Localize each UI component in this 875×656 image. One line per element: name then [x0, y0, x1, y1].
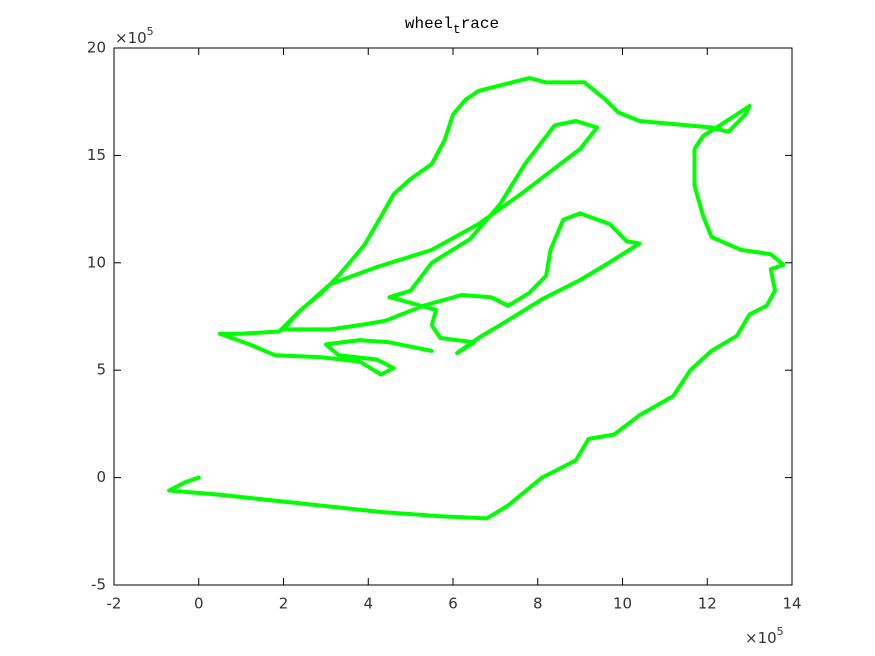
multiplier-exponent: 5 [147, 25, 154, 38]
x-tick-label: 6 [448, 595, 458, 613]
title-part: wheel [405, 15, 453, 33]
y-tick-label: 10 [87, 253, 106, 271]
x-tick-label: 12 [698, 595, 717, 613]
y-tick-label: 0 [96, 468, 106, 486]
x-tick-label: 8 [533, 595, 543, 613]
x-tick-label: -2 [107, 595, 122, 613]
chart-title: wheeltrace [405, 15, 499, 37]
x-tick-label: 10 [613, 595, 632, 613]
y-multiplier: ×105 [115, 25, 154, 47]
y-tick-label: -5 [91, 576, 106, 594]
x-tick-label: 4 [363, 595, 373, 613]
multiplier-base: ×10 [115, 29, 147, 47]
y-tick-label: 15 [87, 146, 106, 164]
title-subscript: t [453, 22, 461, 37]
y-tick-label: 20 [87, 39, 106, 57]
title-part: race [461, 15, 499, 33]
x-tick-label: 2 [279, 595, 289, 613]
x-tick-label: 0 [194, 595, 204, 613]
x-tick-label: 14 [782, 595, 801, 613]
multiplier-base: ×10 [745, 629, 777, 647]
multiplier-exponent: 5 [777, 625, 784, 638]
x-multiplier: ×105 [745, 625, 784, 647]
trace-line [167, 76, 786, 521]
y-tick-label: 5 [96, 361, 106, 379]
